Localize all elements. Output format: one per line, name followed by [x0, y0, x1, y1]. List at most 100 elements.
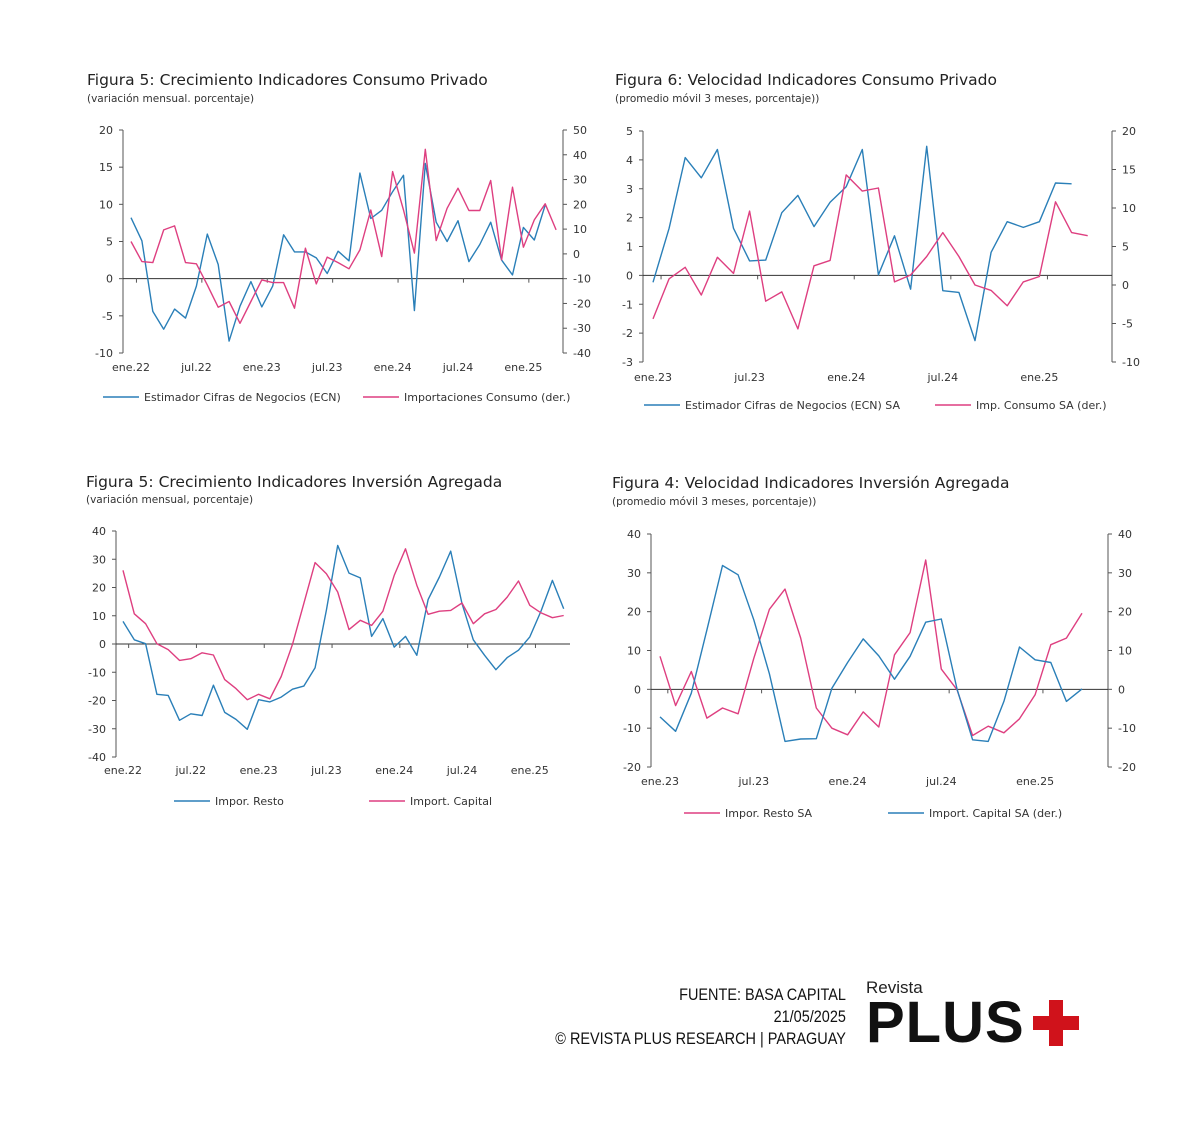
chart-4-y-tick-label-left: 0 [634, 683, 641, 696]
chart-4-y-tick-label-left: -10 [623, 722, 641, 735]
chart-4-y-tick-label-left: 40 [627, 528, 641, 541]
chart-4-y-tick-label-right: 0 [1118, 683, 1125, 696]
chart-3-title: Figura 5: Crecimiento Indicadores Invers… [86, 473, 503, 491]
chart-4-y-tick-label-left: 30 [627, 567, 641, 580]
chart-1-y-tick-label-right: -30 [573, 322, 591, 335]
chart-1-legend-label-1: Estimador Cifras de Negocios (ECN) [144, 391, 341, 404]
chart-2-subtitle: (promedio móvil 3 meses, porcentaje)) [615, 93, 820, 105]
chart-3-legend-label-1: Impor. Resto [215, 795, 284, 808]
chart-2-x-tick-label: ene.23 [634, 371, 672, 384]
chart-2-series-1-line [652, 145, 1072, 342]
chart-2-y-tick-label-right: -5 [1122, 318, 1133, 331]
chart-1-y-tick-label-left: 0 [106, 273, 113, 286]
chart-3-series-2-line [122, 548, 564, 701]
chart-1-y-tick-label-right: 30 [573, 174, 587, 187]
chart-1-x-tick-label: jul.22 [180, 361, 212, 374]
chart-3-x-tick-label: ene.25 [511, 764, 549, 777]
chart-3-y-tick-label-left: 40 [92, 525, 106, 538]
chart-1-y-tick-label-left: 20 [99, 124, 113, 137]
chart-2-x-tick-label: ene.24 [827, 371, 865, 384]
chart-4-x-tick-label: jul.24 [925, 775, 957, 788]
chart-3-series-1-line [122, 544, 565, 730]
chart-2-y-tick-label-left: 5 [626, 125, 633, 138]
chart-3-x-tick-label: jul.24 [446, 764, 478, 777]
chart-1-x-tick-label: ene.25 [504, 361, 542, 374]
footer-date: 21/05/2025 [773, 1007, 846, 1026]
chart-4-y-tick-label-right: -10 [1118, 722, 1136, 735]
chart-4-y-tick-label-left: 20 [627, 606, 641, 619]
chart-1-y-tick-label-left: 10 [99, 198, 113, 211]
chart-1-x-tick-label: ene.24 [374, 361, 412, 374]
chart-2-y-tick-label-left: 2 [626, 212, 633, 225]
chart-4-y-tick-label-right: -20 [1118, 761, 1136, 774]
chart-1-y-tick-label-left: -10 [95, 347, 113, 360]
chart-2-y-tick-label-right: 0 [1122, 279, 1129, 292]
chart-3-subtitle: (variación mensual, porcentaje) [86, 494, 254, 506]
chart-2-x-tick-label: ene.25 [1020, 371, 1058, 384]
chart-4-y-tick-label-right: 20 [1118, 606, 1132, 619]
chart-1-x-tick-label: jul.24 [442, 361, 474, 374]
chart-2-legend-label-1: Estimador Cifras de Negocios (ECN) SA [685, 399, 900, 412]
footer-copyright: © REVISTA PLUS RESEARCH | PARAGUAY [555, 1029, 846, 1048]
chart-3-x-tick-label: ene.24 [375, 764, 413, 777]
chart-1-series-2-line [130, 148, 557, 324]
chart-2-y-tick-label-right: -10 [1122, 356, 1140, 369]
chart-3-x-tick-label: ene.23 [240, 764, 278, 777]
chart-4-legend-label-1: Impor. Resto SA [725, 807, 813, 820]
chart-3-x-tick-label: ene.22 [104, 764, 142, 777]
chart-3-y-tick-label-left: -10 [88, 666, 106, 679]
chart-1-y-tick-label-right: -20 [573, 297, 591, 310]
chart-1-series-1-line [130, 162, 546, 342]
chart-3-legend-label-2: Import. Capital [410, 795, 492, 808]
chart-2-y-tick-label-left: 0 [626, 269, 633, 282]
chart-3-y-tick-label-left: -30 [88, 723, 106, 736]
chart-1-y-tick-label-right: 10 [573, 223, 587, 236]
chart-1-y-tick-label-left: 15 [99, 161, 113, 174]
chart-1-subtitle: (variación mensual. porcentaje) [87, 93, 255, 105]
chart-4-y-tick-label-left: -20 [623, 761, 641, 774]
chart-4-y-tick-label-right: 30 [1118, 567, 1132, 580]
logo-big-text: PLUS [866, 990, 1025, 1055]
chart-4-series-2-line [659, 564, 1083, 743]
chart-3-y-tick-label-left: -40 [88, 751, 106, 764]
plus-cross-icon [1032, 1000, 1079, 1046]
chart-2-y-tick-label-right: 20 [1122, 125, 1136, 138]
chart-1-x-tick-label: jul.23 [311, 361, 343, 374]
chart-3-y-tick-label-left: 10 [92, 610, 106, 623]
chart-4-x-tick-label: ene.23 [641, 775, 679, 788]
chart-2-y-tick-label-left: -3 [622, 356, 633, 369]
chart-3-y-tick-label-left: -20 [88, 695, 106, 708]
chart-4-title: Figura 4: Velocidad Indicadores Inversió… [612, 474, 1010, 492]
chart-2-x-tick-label: jul.24 [927, 371, 959, 384]
chart-4-subtitle: (promedio móvil 3 meses, porcentaje)) [612, 496, 817, 508]
chart-1-y-tick-label-right: -10 [573, 273, 591, 286]
footer-source: FUENTE: BASA CAPITAL [679, 985, 846, 1004]
chart-4-legend-label-2: Import. Capital SA (der.) [929, 807, 1062, 820]
chart-1-y-tick-label-right: 0 [573, 248, 580, 261]
chart-4-y-tick-label-right: 10 [1118, 645, 1132, 658]
chart-1-legend-label-2: Importaciones Consumo (der.) [404, 391, 570, 404]
chart-4-series-1-line [659, 559, 1083, 737]
logo-small-text: Revista [866, 978, 923, 997]
revista-plus-logo: Revista PLUS [866, 978, 1079, 1055]
chart-2-y-tick-label-left: -1 [622, 298, 633, 311]
chart-2-y-tick-label-left: 1 [626, 241, 633, 254]
chart-1-y-tick-label-right: 40 [573, 149, 587, 162]
chart-1-y-tick-label-right: 20 [573, 198, 587, 211]
chart-2-y-tick-label-right: 5 [1122, 241, 1129, 254]
chart-1-y-tick-label-right: -40 [573, 347, 591, 360]
chart-2-y-tick-label-left: 4 [626, 154, 633, 167]
chart-1-x-tick-label: ene.22 [112, 361, 150, 374]
chart-3-x-tick-label: jul.23 [310, 764, 342, 777]
chart-2-y-tick-label-right: 10 [1122, 202, 1136, 215]
chart-3-y-tick-label-left: 20 [92, 582, 106, 595]
chart-2-x-tick-label: jul.23 [733, 371, 765, 384]
chart-1-y-tick-label-left: 5 [106, 236, 113, 249]
chart-2-y-tick-label-right: 15 [1122, 164, 1136, 177]
chart-1-y-tick-label-right: 50 [573, 124, 587, 137]
chart-4-x-tick-label: ene.25 [1016, 775, 1054, 788]
chart-1-x-tick-label: ene.23 [243, 361, 281, 374]
chart-4-x-tick-label: jul.23 [737, 775, 769, 788]
footer-credits: FUENTE: BASA CAPITAL 21/05/2025 © REVIST… [555, 984, 846, 1050]
chart-2-y-tick-label-left: -2 [622, 327, 633, 340]
